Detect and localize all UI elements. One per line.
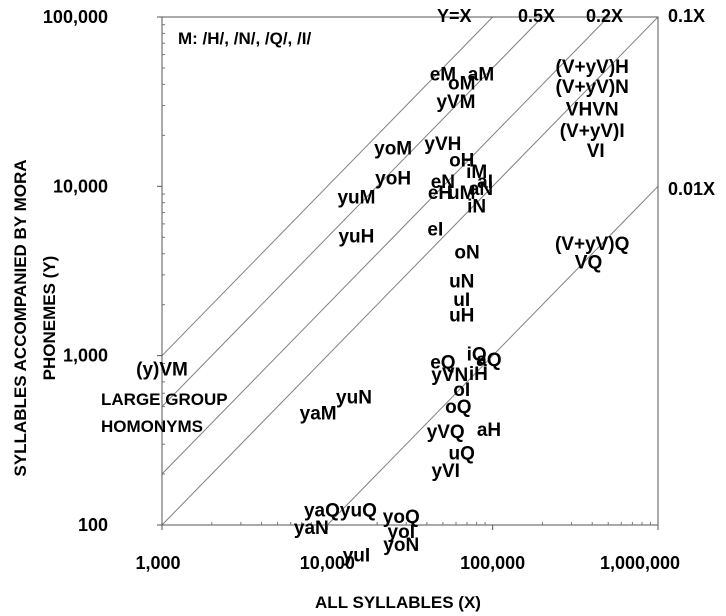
data-point-label: (V+yV)N [556, 77, 629, 98]
data-point-label: VQ [575, 253, 602, 274]
data-point-label: (y)VM [136, 359, 188, 380]
data-point-label: VI [587, 141, 605, 162]
data-point-label: iM [466, 162, 487, 183]
data-point-label: eN [431, 172, 455, 193]
data-point-label: yVQ [427, 422, 465, 443]
data-point-label: eI [427, 219, 443, 240]
reference-line-label: 0.5X [518, 6, 555, 26]
x-tick-label: 1,000,000 [600, 553, 680, 573]
data-point-label: yVN [431, 365, 468, 386]
y-tick-label: 10,000 [53, 176, 108, 196]
mora-legend-note: M: /H/, /N/, /Q/, /I/ [178, 29, 311, 48]
data-point-label: yaQyuQ [304, 501, 377, 522]
data-point-label: aI [477, 172, 493, 193]
data-point-label: uH [449, 306, 474, 327]
data-point-label: yVM [436, 92, 475, 113]
y-axis-title-line-1: SYLLABLES ACCOMPANIED BY MORA [11, 159, 30, 476]
data-point-label: yuI [343, 546, 370, 567]
annotation-homonyms: HOMONYMS [101, 417, 203, 436]
x-tick-label: 1,000 [135, 553, 180, 573]
data-point-label: uI [453, 290, 470, 311]
data-point-label: oN [454, 243, 479, 264]
reference-line [161, 16, 659, 526]
data-point-label: oI [453, 380, 470, 401]
reference-line-labels: Y=X 0.5X 0.2X 0.1X 0.01X [437, 6, 715, 199]
y-tick-label: 1,000 [63, 346, 108, 366]
data-point-label: eH [428, 183, 452, 204]
data-point-label: yoH [375, 168, 411, 189]
data-point-label: yaN [294, 518, 329, 539]
data-point-label: oM [448, 73, 475, 94]
x-tick-label: 100,000 [460, 553, 525, 573]
data-point-label: uN [449, 272, 474, 293]
data-point-label: uM [448, 183, 475, 204]
data-point-label: iQ [467, 345, 487, 366]
reference-line [326, 185, 659, 526]
x-tick-label: 10,000 [300, 553, 355, 573]
data-point-label: iN [467, 197, 486, 218]
data-point-label: aM [468, 65, 494, 86]
data-point-label: yoN [383, 535, 419, 556]
data-point-label: (V+yV)I [560, 121, 625, 142]
reference-line-label: 0.01X [668, 179, 715, 199]
reference-line [161, 16, 494, 357]
reference-line [161, 16, 543, 407]
y-axis-title-line-2: PHONEMES (Y) [40, 256, 59, 381]
data-point-label: oQ [445, 397, 471, 418]
data-point-label: (V+yV)Q [555, 234, 629, 255]
data-point-label: iH [469, 364, 488, 385]
data-point-label: eM [430, 65, 456, 86]
data-point-label: aN [469, 179, 493, 200]
annotation-large-group: LARGE GROUP [101, 390, 228, 409]
data-point-label: yVI [431, 461, 460, 482]
data-point-label: aQ [476, 350, 501, 371]
x-axis-title: ALL SYLLABLES (X) [315, 593, 481, 612]
data-point-label: yuN [336, 387, 372, 408]
data-point-label: yoQ [383, 507, 420, 528]
data-point-label: yoM [374, 139, 412, 160]
reference-line-label: Y=X [437, 6, 472, 26]
data-point-label: yoI [388, 522, 415, 543]
reference-line [161, 16, 609, 475]
plot-frame [161, 16, 659, 526]
axis-ticks: 1,000 10,000 100,000 1,000,000 100 1,000 10,00… [43, 7, 680, 573]
data-point-label: aH [477, 420, 501, 441]
data-point-label: eQ [430, 352, 455, 373]
data-point-label: uQ [449, 444, 475, 465]
y-tick-label: 100 [78, 515, 108, 535]
data-point-label: yaM [300, 403, 337, 424]
data-point-label: yuH [338, 226, 374, 247]
reference-line-label: 0.2X [586, 6, 623, 26]
data-point-label: VHVN [566, 100, 619, 121]
data-point-label: yuM [337, 187, 375, 208]
reference-line-label: 0.1X [668, 6, 705, 26]
reference-lines [161, 16, 659, 526]
data-point-label: (V+yV)H [556, 57, 629, 78]
y-tick-label: 100,000 [43, 7, 108, 27]
data-point-label: oH [449, 151, 474, 172]
data-point-label: yVH [424, 134, 461, 155]
